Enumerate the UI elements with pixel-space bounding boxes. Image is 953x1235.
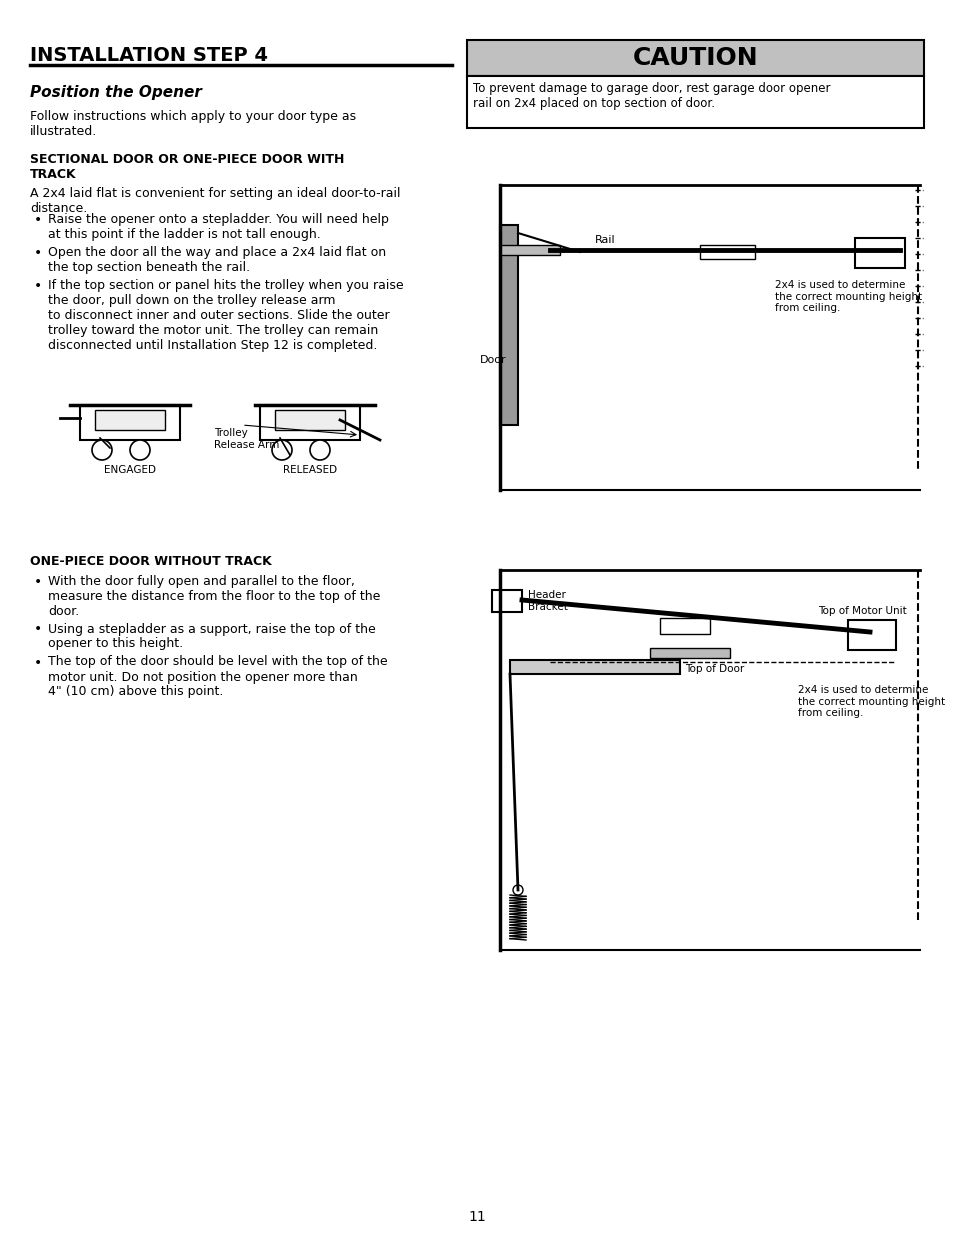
Text: If the top section or panel hits the trolley when you raise
the door, pull down : If the top section or panel hits the tro… [48, 279, 403, 352]
Text: 2x4 is used to determine
the correct mounting height
from ceiling.: 2x4 is used to determine the correct mou… [774, 280, 922, 314]
Bar [95, 410, 165, 430]
Text: Rail: Rail [595, 235, 615, 245]
Text: Raise the opener onto a stepladder. You will need help
at this point if the ladd: Raise the opener onto a stepladder. You … [48, 212, 389, 241]
Text: SECTIONAL DOOR OR ONE-PIECE DOOR WITH
TRACK: SECTIONAL DOOR OR ONE-PIECE DOOR WITH TR… [30, 153, 344, 182]
Text: Trolley
Release Arm: Trolley Release Arm [213, 429, 279, 450]
Text: Using a stepladder as a support, raise the top of the
opener to this height.: Using a stepladder as a support, raise t… [48, 622, 375, 651]
Circle shape [272, 440, 292, 459]
Text: RELEASED: RELEASED [283, 466, 336, 475]
Text: Header
Bracket: Header Bracket [527, 590, 567, 611]
Text: Follow instructions which apply to your door type as
illustrated.: Follow instructions which apply to your … [30, 110, 355, 138]
Text: The top of the door should be level with the top of the
motor unit. Do not posit: The top of the door should be level with… [48, 656, 387, 699]
Circle shape [310, 440, 330, 459]
Text: Position the Opener: Position the Opener [30, 85, 202, 100]
Text: Door: Door [479, 354, 506, 366]
Text: Open the door all the way and place a 2x4 laid flat on
the top section beneath t: Open the door all the way and place a 2x… [48, 246, 386, 274]
Bar [80, 405, 180, 440]
Text: •: • [34, 212, 42, 227]
Bar [499, 225, 517, 425]
Text: With the door fully open and parallel to the floor,
measure the distance from th: With the door fully open and parallel to… [48, 576, 380, 618]
Bar [854, 238, 904, 268]
Text: ENGAGED: ENGAGED [104, 466, 156, 475]
Text: Top of Motor Unit: Top of Motor Unit [817, 606, 905, 616]
Text: •: • [34, 576, 42, 589]
Text: INSTALLATION STEP 4: INSTALLATION STEP 4 [30, 46, 268, 65]
Bar [510, 659, 679, 674]
Text: •: • [34, 246, 42, 261]
Text: •: • [34, 656, 42, 669]
Bar [499, 245, 559, 254]
Text: A 2x4 laid flat is convenient for setting an ideal door-to-rail
distance.: A 2x4 laid flat is convenient for settin… [30, 186, 400, 215]
Circle shape [513, 885, 522, 895]
Bar [700, 245, 754, 259]
Bar [659, 618, 709, 634]
Bar [492, 590, 521, 613]
Text: Top of Door: Top of Door [684, 664, 743, 674]
Circle shape [130, 440, 150, 459]
Bar [847, 620, 895, 650]
Text: 2x4 is used to determine
the correct mounting height
from ceiling.: 2x4 is used to determine the correct mou… [797, 685, 944, 719]
Bar [467, 40, 923, 77]
Bar [260, 405, 359, 440]
Bar [274, 410, 345, 430]
Text: CAUTION: CAUTION [632, 46, 758, 70]
Text: ONE-PIECE DOOR WITHOUT TRACK: ONE-PIECE DOOR WITHOUT TRACK [30, 555, 272, 568]
Text: •: • [34, 622, 42, 636]
Text: 11: 11 [468, 1210, 485, 1224]
Circle shape [91, 440, 112, 459]
Text: To prevent damage to garage door, rest garage door opener
rail on 2x4 placed on : To prevent damage to garage door, rest g… [473, 82, 830, 110]
Text: •: • [34, 279, 42, 293]
Bar [467, 77, 923, 128]
Bar [649, 648, 729, 658]
